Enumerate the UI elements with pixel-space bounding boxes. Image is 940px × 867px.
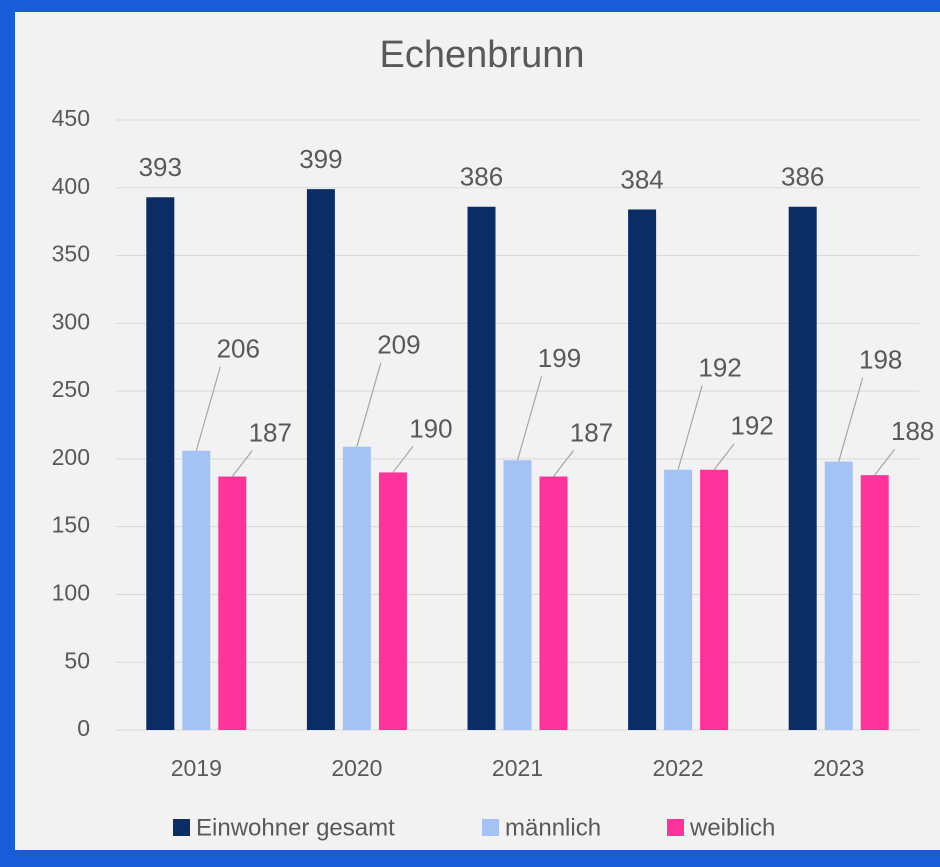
- bar: [664, 469, 693, 730]
- leader-line: [677, 385, 703, 470]
- legend-label: Einwohner gesamt: [196, 814, 395, 841]
- bar: [700, 469, 729, 730]
- y-tick-label: 150: [52, 512, 90, 538]
- y-tick-label: 300: [52, 308, 90, 334]
- legend-label: weiblich: [689, 814, 775, 841]
- bar: [788, 206, 817, 730]
- y-tick-label: 400: [52, 173, 90, 199]
- x-tick-label: 2022: [653, 755, 704, 781]
- leader-line: [553, 450, 574, 477]
- y-tick-label: 350: [52, 241, 90, 267]
- bar: [503, 460, 532, 730]
- bar: [342, 446, 371, 730]
- value-label: 393: [139, 152, 182, 182]
- leader-line: [713, 443, 735, 471]
- y-tick-label: 50: [64, 647, 90, 673]
- value-label: 198: [859, 344, 902, 374]
- bar: [628, 209, 657, 730]
- value-label: 188: [891, 416, 934, 446]
- x-tick-label: 2023: [813, 755, 864, 781]
- value-label: 399: [299, 144, 342, 174]
- value-label: 386: [781, 162, 824, 192]
- leader-line: [231, 450, 253, 477]
- legend-swatch: [482, 819, 499, 836]
- legend-swatch: [173, 819, 190, 836]
- legend-swatch: [667, 819, 684, 836]
- value-label: 209: [377, 330, 420, 360]
- chart-title: Echenbrunn: [380, 34, 585, 76]
- value-label: 187: [249, 417, 292, 447]
- bar: [539, 476, 568, 730]
- y-tick-label: 250: [52, 376, 90, 402]
- bar: [378, 472, 407, 730]
- y-tick-label: 0: [77, 715, 90, 741]
- value-label: 199: [538, 343, 581, 373]
- value-label: 386: [460, 162, 503, 192]
- bar: [182, 450, 211, 730]
- leader-line: [874, 448, 896, 476]
- y-tick-label: 100: [52, 580, 90, 606]
- y-tick-label: 450: [52, 105, 90, 131]
- y-tick-label: 200: [52, 444, 90, 470]
- x-tick-label: 2021: [492, 755, 543, 781]
- value-label: 192: [698, 353, 741, 383]
- bar: [306, 189, 335, 731]
- legend-label: männlich: [505, 814, 601, 841]
- x-tick-label: 2020: [331, 755, 382, 781]
- value-label: 206: [217, 334, 260, 364]
- value-label: 384: [620, 164, 663, 194]
- leader-line: [838, 377, 864, 462]
- bar: [146, 197, 175, 730]
- bar: [218, 476, 247, 730]
- value-label: 187: [570, 417, 613, 447]
- bar: [824, 461, 853, 730]
- leader-line: [392, 446, 414, 473]
- bar: [467, 206, 496, 730]
- bar: [860, 475, 889, 730]
- value-label: 190: [409, 413, 452, 443]
- leader-line: [516, 376, 543, 461]
- leader-line: [356, 362, 382, 447]
- value-label: 192: [730, 411, 773, 441]
- leader-line: [195, 366, 221, 451]
- x-tick-label: 2019: [171, 755, 222, 781]
